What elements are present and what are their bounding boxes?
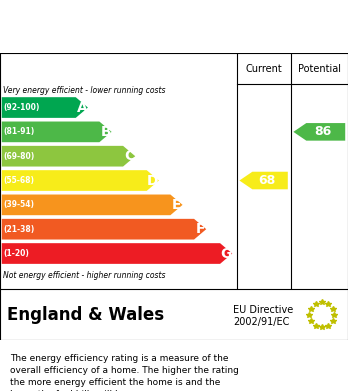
Text: Energy Efficiency Rating: Energy Efficiency Rating bbox=[50, 17, 298, 36]
Text: Current: Current bbox=[245, 65, 282, 74]
Text: G: G bbox=[221, 246, 232, 260]
Text: 86: 86 bbox=[314, 126, 331, 138]
Text: EU Directive: EU Directive bbox=[233, 305, 293, 315]
Text: B: B bbox=[100, 125, 111, 139]
Text: (69-80): (69-80) bbox=[3, 152, 35, 161]
Polygon shape bbox=[2, 243, 232, 264]
Text: Very energy efficient - lower running costs: Very energy efficient - lower running co… bbox=[3, 86, 166, 95]
Polygon shape bbox=[2, 122, 112, 142]
Polygon shape bbox=[2, 194, 183, 215]
Polygon shape bbox=[293, 123, 345, 141]
Text: (81-91): (81-91) bbox=[3, 127, 35, 136]
Polygon shape bbox=[239, 172, 288, 189]
Text: The energy efficiency rating is a measure of the
overall efficiency of a home. T: The energy efficiency rating is a measur… bbox=[10, 354, 239, 391]
Text: Potential: Potential bbox=[298, 65, 341, 74]
Text: 2002/91/EC: 2002/91/EC bbox=[233, 317, 290, 327]
Text: (39-54): (39-54) bbox=[3, 200, 34, 209]
Polygon shape bbox=[2, 97, 88, 118]
Text: (92-100): (92-100) bbox=[3, 103, 40, 112]
Text: D: D bbox=[147, 174, 159, 188]
Text: Not energy efficient - higher running costs: Not energy efficient - higher running co… bbox=[3, 271, 166, 280]
Text: (21-38): (21-38) bbox=[3, 225, 35, 234]
Text: F: F bbox=[196, 222, 205, 236]
Text: A: A bbox=[77, 100, 87, 115]
Text: E: E bbox=[172, 198, 181, 212]
Polygon shape bbox=[2, 219, 206, 240]
Text: (55-68): (55-68) bbox=[3, 176, 34, 185]
Polygon shape bbox=[2, 146, 135, 167]
Text: 68: 68 bbox=[259, 174, 276, 187]
Text: (1-20): (1-20) bbox=[3, 249, 29, 258]
Text: England & Wales: England & Wales bbox=[7, 306, 164, 324]
Polygon shape bbox=[2, 170, 159, 191]
Text: C: C bbox=[124, 149, 134, 163]
